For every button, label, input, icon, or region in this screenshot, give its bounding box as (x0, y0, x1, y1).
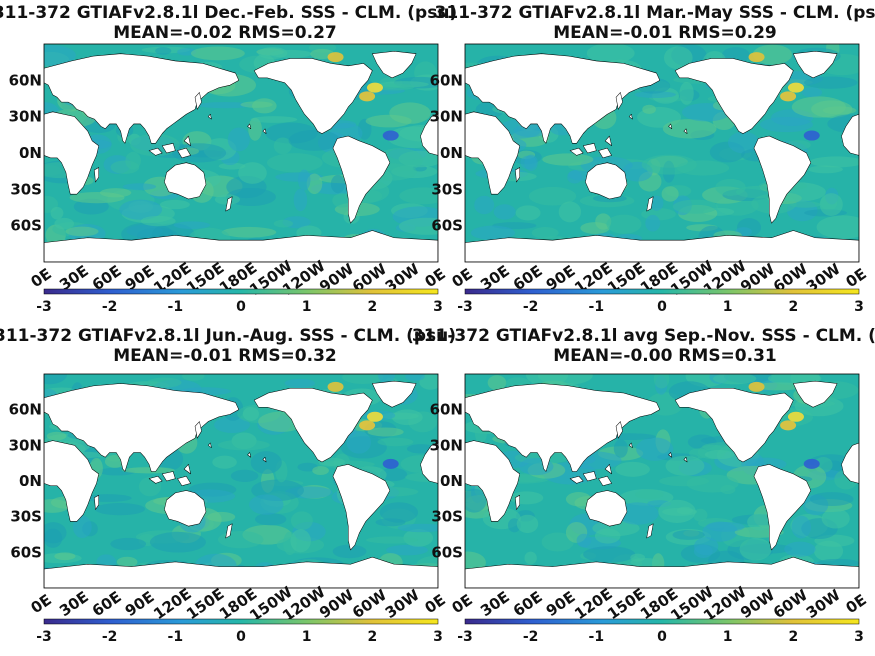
lon-tick-label: 30W (382, 586, 423, 622)
colorbar-tick-label: -1 (589, 629, 605, 645)
colorbar-tick-label: 3 (854, 299, 864, 315)
lon-tick-label: 60W (349, 586, 390, 622)
anomaly-texture (465, 374, 859, 588)
lat-tick-label: 60S (10, 217, 42, 235)
lat-tick-label: 60N (430, 401, 463, 419)
panel-stats: MEAN=-0.02 RMS=0.27 (113, 23, 337, 43)
lon-tick-label: 0E (448, 591, 475, 618)
colorbar-tick-label: -1 (168, 299, 184, 315)
colorbar-tick-label: 1 (302, 629, 312, 645)
lat-tick-label: 60S (431, 543, 463, 561)
colorbar-tick-label: 1 (302, 299, 312, 315)
lon-tick-label: 90E (122, 588, 158, 621)
panel-stats: MEAN=-0.01 RMS=0.32 (113, 346, 337, 366)
colorbar-tick-label: 3 (433, 629, 443, 645)
colorbar-tick-label: -2 (523, 299, 539, 315)
colorbar-tick-label: -2 (523, 629, 539, 645)
panel-stats: MEAN=-0.01 RMS=0.29 (553, 23, 777, 43)
lat-tick-label: 0N (19, 472, 42, 490)
lat-tick-label: 30N (9, 108, 42, 126)
map-frame (464, 373, 860, 589)
colorbar-tick-label: 3 (854, 629, 864, 645)
panel-title: 311-372 GTIAFv2.8.1l Mar.-May SSS - CLM.… (435, 3, 875, 23)
lat-tick-label: 30S (431, 508, 463, 526)
lat-tick-label: 30N (430, 436, 463, 454)
colorbar-tick-label: 2 (788, 629, 798, 645)
lon-tick-label: 0E (27, 591, 54, 618)
colorbar-tick-label: -2 (102, 299, 118, 315)
colorbar-tick-label: 0 (657, 299, 667, 315)
colorbar-tick-label: -3 (36, 629, 52, 645)
lon-tick-label: 0E (421, 591, 448, 618)
lat-tick-label: 30N (9, 436, 42, 454)
map-panel-1: 311-372 GTIAFv2.8.1l Dec.-Feb. SSS - CLM… (0, 3, 457, 315)
lat-tick-label: 0N (440, 472, 463, 490)
lat-tick-label: 0N (440, 144, 463, 162)
lon-tick-label: 30E (477, 588, 513, 621)
lat-tick-label: 30S (10, 180, 42, 198)
colorbar-tick-label: 1 (723, 299, 733, 315)
colorbar-tick-label: 1 (723, 629, 733, 645)
lat-tick-label: 60S (10, 543, 42, 561)
panel-title: 311-372 GTIAFv2.8.1l Jun.-Aug. SSS - CLM… (0, 326, 456, 346)
lat-tick-label: 60N (9, 401, 42, 419)
lon-tick-label: 90E (543, 588, 579, 621)
map-panel-4: 311-372 GTIAFv2.8.1l avg Sep.-Nov. SSS -… (412, 326, 875, 645)
colorbar-tick-label: -2 (102, 629, 118, 645)
lon-tick-label: 0E (842, 591, 869, 618)
lon-tick-label: 0E (27, 265, 54, 292)
panel-title: 311-372 GTIAFv2.8.1l avg Sep.-Nov. SSS -… (412, 326, 875, 346)
map-frame (43, 43, 439, 263)
colorbar (464, 288, 860, 295)
map-frame (43, 373, 439, 589)
lon-tick-label: 0E (842, 265, 869, 292)
colorbar-tick-label: -3 (457, 629, 473, 645)
lat-tick-label: 60N (9, 71, 42, 89)
colorbar-tick-label: 2 (367, 299, 377, 315)
lon-tick-label: 60W (770, 586, 811, 622)
colorbar (464, 618, 860, 625)
colorbar (43, 288, 439, 295)
lat-tick-label: 0N (19, 144, 42, 162)
colorbar-tick-label: 0 (657, 629, 667, 645)
colorbar-tick-label: 0 (236, 299, 246, 315)
lon-tick-label: 30W (803, 586, 844, 622)
colorbar-tick-label: -1 (589, 299, 605, 315)
lon-tick-label: 0E (448, 265, 475, 292)
colorbar-tick-label: 2 (788, 299, 798, 315)
map-frame (464, 43, 860, 263)
colorbar-tick-label: 2 (367, 629, 377, 645)
lat-tick-label: 60S (431, 217, 463, 235)
map-panel-2: 311-372 GTIAFv2.8.1l Mar.-May SSS - CLM.… (430, 3, 875, 315)
map-panel-3: 311-372 GTIAFv2.8.1l Jun.-Aug. SSS - CLM… (0, 326, 456, 645)
colorbar-tick-label: 3 (433, 299, 443, 315)
panel-stats: MEAN=-0.00 RMS=0.31 (553, 346, 777, 366)
colorbar-tick-label: -3 (36, 299, 52, 315)
colorbar-tick-label: -1 (168, 629, 184, 645)
lon-tick-label: 60E (89, 588, 125, 621)
panel-title: 311-372 GTIAFv2.8.1l Dec.-Feb. SSS - CLM… (0, 3, 457, 23)
lat-tick-label: 30N (430, 108, 463, 126)
lon-tick-label: 60E (510, 588, 546, 621)
lon-tick-label: 30E (56, 588, 92, 621)
colorbar-tick-label: 0 (236, 629, 246, 645)
lat-tick-label: 30S (10, 508, 42, 526)
lon-tick-label: 0E (421, 265, 448, 292)
colorbar (43, 618, 439, 625)
colorbar-tick-label: -3 (457, 299, 473, 315)
lat-tick-label: 60N (430, 71, 463, 89)
lat-tick-label: 30S (431, 180, 463, 198)
